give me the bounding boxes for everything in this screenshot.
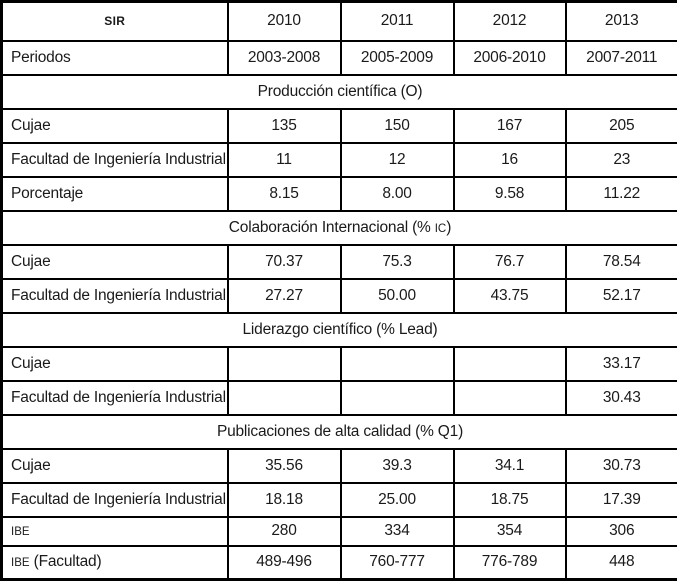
header-row: SIR 2010 2011 2012 2013: [2, 2, 677, 41]
section-title: Producción científica (O): [2, 75, 677, 109]
table-row-facultad: Facultad de Ingeniería Industrial 27.27 …: [2, 279, 677, 313]
data-cell: 167: [454, 109, 566, 143]
data-cell: 33.17: [566, 347, 677, 381]
data-cell: 23: [566, 143, 677, 177]
data-cell-empty: [228, 347, 341, 381]
data-cell: 489-496: [228, 546, 341, 580]
sir-acronym-label: SIR: [104, 14, 125, 28]
data-cell: 17.39: [566, 483, 677, 517]
year-header-2010: 2010: [228, 2, 341, 41]
data-cell-empty: [341, 381, 454, 415]
section-header-liderazgo: Liderazgo científico (% Lead): [2, 313, 677, 347]
table-row-facultad: Facultad de Ingeniería Industrial 11 12 …: [2, 143, 677, 177]
data-cell: 150: [341, 109, 454, 143]
periods-row: Periodos 2003-2008 2005-2009 2006-2010 2…: [2, 41, 677, 75]
row-label: Cujae: [2, 245, 228, 279]
data-cell: 448: [566, 546, 677, 580]
data-cell: 760-777: [341, 546, 454, 580]
row-label: Facultad de Ingeniería Industrial: [2, 143, 228, 177]
year-header-2013: 2013: [566, 2, 677, 41]
row-label: Facultad de Ingeniería Industrial: [2, 381, 228, 415]
data-cell: 75.3: [341, 245, 454, 279]
section-header-produccion: Producción científica (O): [2, 75, 677, 109]
data-cell: 30.43: [566, 381, 677, 415]
data-cell-empty: [341, 347, 454, 381]
section-header-colaboracion: Colaboración Internacional (% IC): [2, 211, 677, 245]
section-header-publicaciones: Publicaciones de alta calidad (% Q1): [2, 415, 677, 449]
data-cell: 39.3: [341, 449, 454, 483]
year-header-2011: 2011: [341, 2, 454, 41]
data-cell: 27.27: [228, 279, 341, 313]
table-row-porcentaje: Porcentaje 8.15 8.00 9.58 11.22: [2, 177, 677, 211]
data-cell: 306: [566, 517, 677, 546]
table-row-facultad: Facultad de Ingeniería Industrial 18.18 …: [2, 483, 677, 517]
row-label: Cujae: [2, 449, 228, 483]
data-cell-empty: [228, 381, 341, 415]
year-header-2012: 2012: [454, 2, 566, 41]
section-title: Publicaciones de alta calidad (% Q1): [2, 415, 677, 449]
data-cell: 30.73: [566, 449, 677, 483]
data-cell: 135: [228, 109, 341, 143]
data-cell: 76.7: [454, 245, 566, 279]
data-cell: 52.17: [566, 279, 677, 313]
data-cell: 25.00: [341, 483, 454, 517]
data-cell-empty: [454, 347, 566, 381]
data-cell: 12: [341, 143, 454, 177]
table-row-ibe: IBE 280 334 354 306: [2, 517, 677, 546]
data-cell: 18.18: [228, 483, 341, 517]
data-cell: 16: [454, 143, 566, 177]
row-label: Cujae: [2, 347, 228, 381]
data-cell: 35.56: [228, 449, 341, 483]
table-row-facultad: Facultad de Ingeniería Industrial 30.43: [2, 381, 677, 415]
data-cell: 34.1: [454, 449, 566, 483]
period-cell: 2006-2010: [454, 41, 566, 75]
data-cell: 280: [228, 517, 341, 546]
row-label: IBE (Facultad): [2, 546, 228, 580]
table-row-cujae: Cujae 33.17: [2, 347, 677, 381]
table-row-cujae: Cujae 35.56 39.3 34.1 30.73: [2, 449, 677, 483]
section-title: Colaboración Internacional (% IC): [2, 211, 677, 245]
period-cell: 2007-2011: [566, 41, 677, 75]
row-label: Porcentaje: [2, 177, 228, 211]
period-cell: 2003-2008: [228, 41, 341, 75]
data-cell: 70.37: [228, 245, 341, 279]
row-label: Facultad de Ingeniería Industrial: [2, 483, 228, 517]
row-label: IBE: [2, 517, 228, 546]
data-cell: 776-789: [454, 546, 566, 580]
corner-header: SIR: [2, 2, 228, 41]
data-cell: 11: [228, 143, 341, 177]
row-label: Facultad de Ingeniería Industrial: [2, 279, 228, 313]
row-label-periodos: Periodos: [2, 41, 228, 75]
data-cell: 205: [566, 109, 677, 143]
table-row-cujae: Cujae 70.37 75.3 76.7 78.54: [2, 245, 677, 279]
data-cell: 18.75: [454, 483, 566, 517]
data-cell: 8.00: [341, 177, 454, 211]
data-cell: 9.58: [454, 177, 566, 211]
data-cell: 78.54: [566, 245, 677, 279]
table-row-cujae: Cujae 135 150 167 205: [2, 109, 677, 143]
data-cell: 8.15: [228, 177, 341, 211]
data-cell-empty: [454, 381, 566, 415]
data-cell: 334: [341, 517, 454, 546]
data-cell: 11.22: [566, 177, 677, 211]
data-cell: 50.00: [341, 279, 454, 313]
table-row-ibe-facultad: IBE (Facultad) 489-496 760-777 776-789 4…: [2, 546, 677, 580]
row-label: Cujae: [2, 109, 228, 143]
data-cell: 43.75: [454, 279, 566, 313]
period-cell: 2005-2009: [341, 41, 454, 75]
section-title: Liderazgo científico (% Lead): [2, 313, 677, 347]
data-cell: 354: [454, 517, 566, 546]
